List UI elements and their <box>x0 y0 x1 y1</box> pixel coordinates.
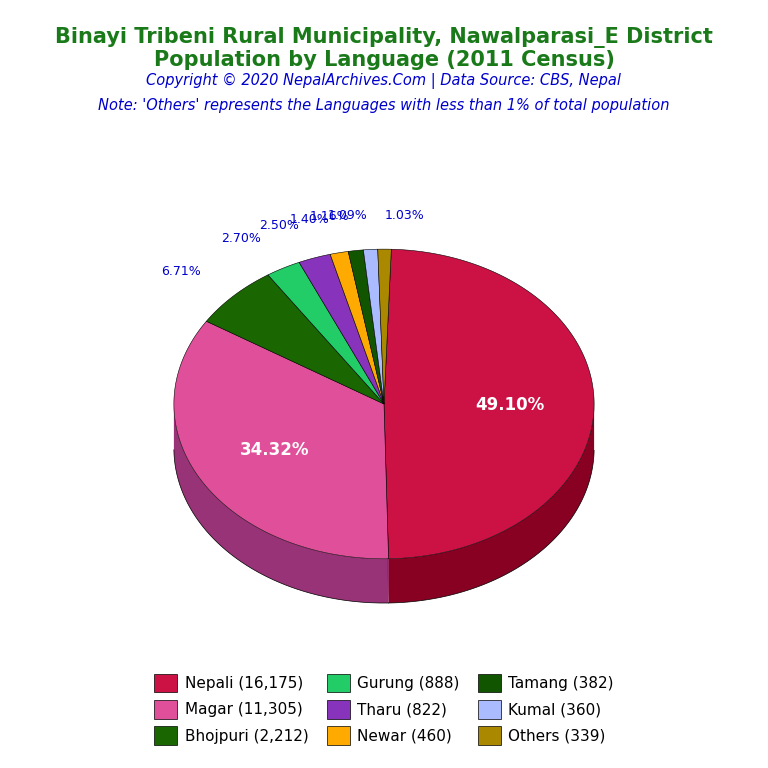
Polygon shape <box>299 254 384 404</box>
Text: 1.09%: 1.09% <box>328 209 368 222</box>
Legend: Nepali (16,175), Magar (11,305), Bhojpuri (2,212), Gurung (888), Tharu (822), Ne: Nepali (16,175), Magar (11,305), Bhojpur… <box>147 666 621 753</box>
Text: Binayi Tribeni Rural Municipality, Nawalparasi_E District: Binayi Tribeni Rural Municipality, Nawal… <box>55 27 713 48</box>
Polygon shape <box>348 250 384 404</box>
Polygon shape <box>330 251 384 404</box>
Text: Note: 'Others' represents the Languages with less than 1% of total population: Note: 'Others' represents the Languages … <box>98 98 670 113</box>
Text: 34.32%: 34.32% <box>240 441 309 458</box>
Text: 6.71%: 6.71% <box>161 265 200 278</box>
Polygon shape <box>378 249 392 404</box>
Polygon shape <box>389 406 594 603</box>
Polygon shape <box>268 263 384 404</box>
Text: 1.16%: 1.16% <box>310 210 349 223</box>
Polygon shape <box>384 404 389 603</box>
Text: Copyright © 2020 NepalArchives.Com | Data Source: CBS, Nepal: Copyright © 2020 NepalArchives.Com | Dat… <box>147 73 621 89</box>
Text: 1.03%: 1.03% <box>385 209 425 222</box>
Polygon shape <box>174 321 389 559</box>
Polygon shape <box>384 404 389 603</box>
Text: Population by Language (2011 Census): Population by Language (2011 Census) <box>154 50 614 70</box>
Text: 1.40%: 1.40% <box>290 213 329 226</box>
Text: 49.10%: 49.10% <box>475 396 545 414</box>
Text: 2.50%: 2.50% <box>260 219 300 232</box>
Text: 2.70%: 2.70% <box>221 232 261 245</box>
Polygon shape <box>363 249 384 404</box>
Polygon shape <box>384 250 594 559</box>
Polygon shape <box>174 406 389 603</box>
Polygon shape <box>207 275 384 404</box>
